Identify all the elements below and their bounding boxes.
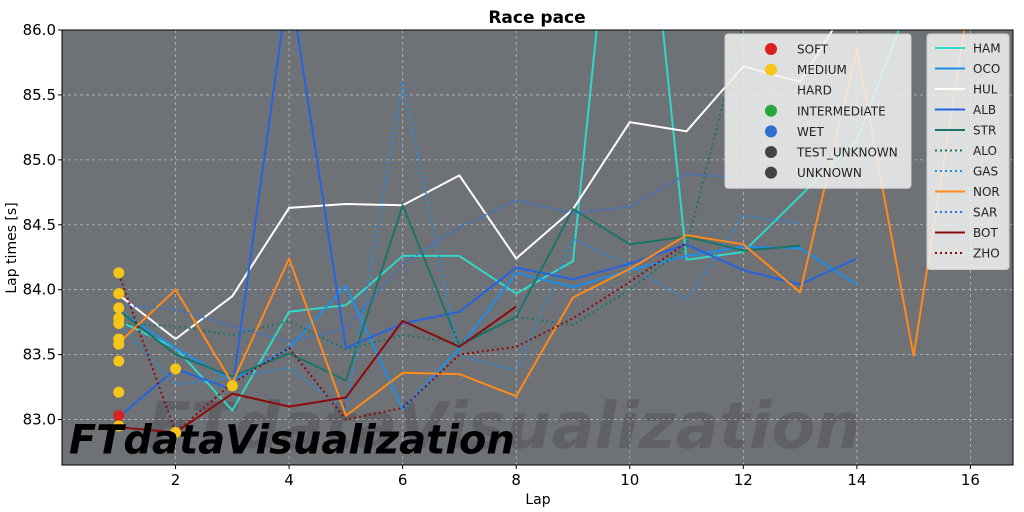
x-tick-label: 16 [961,471,980,489]
series-line-gas [118,80,801,412]
compound-point-medium [113,288,125,300]
watermark-large: FTdataVisualization [147,390,861,464]
legend-label-medium: MEDIUM [797,63,847,77]
series-line-alo [118,30,743,351]
compound-point-soft [113,410,125,422]
y-tick-label: 84.5 [23,216,56,234]
compound-point-medium [113,386,125,398]
compound-point-medium [113,338,125,350]
x-tick-label: 6 [398,471,408,489]
x-tick-label: 2 [171,471,181,489]
series-line-zho [117,242,688,434]
legend-marker-intermediate [765,104,777,117]
x-tick-label: 14 [847,471,866,489]
y-tick-label: 85.5 [23,86,56,104]
driver-legend-box [926,33,1010,270]
legend-label-alb: ALB [973,103,996,117]
series-line-sar [118,133,858,343]
series-line-str [118,204,801,382]
compound-point-medium [113,317,125,329]
x-tick-label: 10 [620,471,639,489]
plot-area: FTdataVisualization FTdataVisualization … [61,29,1014,466]
compound-point-medium [226,380,238,392]
axis-ticks: 2 4 6 8 10 12 14 16 83.0 83.5 84.0 84.5 85.0 85.5 86.0 [23,21,980,489]
series-layer [117,30,966,434]
legend-label-alo: ALO [973,144,997,158]
compound-point-medium [113,355,125,367]
legend-label-hard: HARD [797,84,832,98]
watermark: FTdataVisualization [69,417,515,463]
legend-label-bot: BOT [973,226,998,240]
legend-label-unknown: UNKNOWN [797,166,862,180]
legend-label-intermediate: INTERMEDIATE [797,104,886,118]
legend-label-sar: SAR [973,206,997,220]
driver-legend: HAM OCO HUL ALB STR ALO GAS NOR SAR BOT ZHO [926,33,1010,270]
x-tick-label: 12 [734,471,753,489]
legend-label-gas: GAS [973,165,998,179]
compound-point-medium [113,302,125,314]
legend-label-soft: SOFT [797,43,829,57]
x-axis-label: Lap [525,492,550,508]
legend-marker-medium [765,63,777,76]
y-axis-label: Lap times [s] [4,202,20,293]
compound-point-medium [170,427,182,439]
legend-marker-hard [765,84,777,97]
y-tick-label: 86.0 [23,21,56,39]
compound-point-medium [113,267,125,279]
legend-label-test_unknown: TEST_UNKNOWN [796,146,898,160]
legend-label-oco: OCO [973,62,1000,76]
legend-marker-wet [765,125,777,138]
y-tick-label: 83.0 [23,411,56,429]
legend-marker-test_unknown [765,146,777,158]
series-line-alb [118,30,858,418]
legend-label-str: STR [973,124,996,138]
compound-points-layer [113,267,238,439]
y-tick-label: 83.5 [23,346,56,364]
compound-point-medium [113,420,125,432]
y-tick-label: 85.0 [23,151,56,169]
plot-frame [61,29,1014,466]
legend-marker-unknown [765,166,777,179]
legend-label-wet: WET [797,125,824,139]
series-line-bot [118,305,517,434]
compound-legend: SOFT MEDIUM HARD INTERMEDIATE WET TEST_UNKNOW… [724,33,912,189]
chart-title: Race pace [488,8,585,28]
y-tick-label: 84.0 [23,281,56,299]
series-line-ham [118,30,900,412]
legend-label-nor: NOR [973,185,1000,199]
legend-marker-soft [765,43,777,55]
x-tick-label: 4 [284,471,294,489]
legend-label-hul: HUL [973,83,998,97]
x-tick-label: 8 [511,471,521,489]
legend-label-ham: HAM [973,42,1001,56]
legend-label-zho: ZHO [973,247,1000,261]
compound-point-medium [170,363,182,375]
